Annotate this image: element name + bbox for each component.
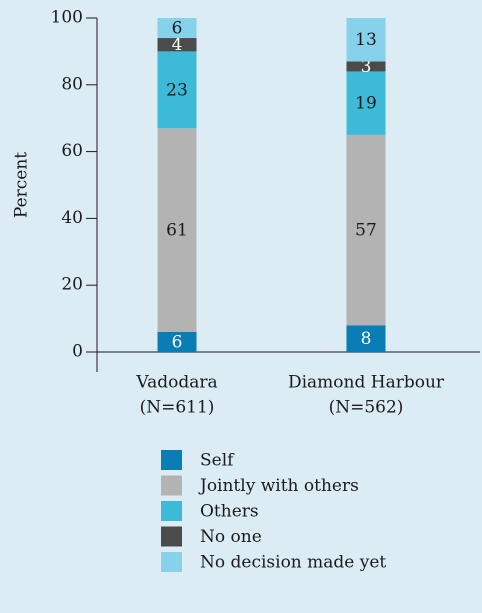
legend-label: No decision made yet <box>200 553 386 573</box>
bar-segment <box>346 71 386 135</box>
bar-segment <box>346 61 386 72</box>
x-tick-label: (N=562) <box>329 398 404 418</box>
legend-swatch <box>161 501 182 521</box>
legend-label: Self <box>200 451 235 471</box>
y-tick-label: 0 <box>72 342 83 362</box>
data-label: 61 <box>166 221 188 241</box>
legend-swatch <box>161 475 182 496</box>
data-label: 6 <box>172 332 183 352</box>
legend-label: Others <box>200 502 259 522</box>
data-label: 23 <box>166 80 188 100</box>
x-tick-label: (N=611) <box>140 398 215 418</box>
x-tick-label: Diamond Harbour <box>288 373 445 393</box>
bar-segment <box>346 325 386 352</box>
data-label: 13 <box>355 30 377 50</box>
y-tick-label: 100 <box>51 8 83 28</box>
y-tick-label: 80 <box>61 74 83 94</box>
legend-swatch <box>161 450 182 470</box>
data-label: 57 <box>355 221 377 241</box>
bar-segment <box>346 18 386 62</box>
legend-swatch <box>161 552 182 572</box>
data-label: 19 <box>355 94 377 114</box>
bar-segment <box>346 134 386 326</box>
bar-segment <box>157 38 197 52</box>
bar-segment <box>157 331 197 352</box>
bar-segment <box>157 51 197 129</box>
data-label: 4 <box>172 35 183 55</box>
data-label: 3 <box>361 57 372 77</box>
x-tick-label: Vadodara <box>135 373 217 393</box>
legend-label: Jointly with others <box>198 476 359 496</box>
y-axis-label: Percent <box>12 152 32 218</box>
bar-segment <box>157 128 197 332</box>
bar-segment <box>157 18 197 39</box>
data-label: 6 <box>172 19 183 39</box>
legend-swatch <box>161 526 182 547</box>
y-tick-label: 20 <box>61 275 83 295</box>
y-tick-label: 40 <box>61 208 83 228</box>
y-tick-label: 60 <box>61 141 83 161</box>
data-label: 8 <box>361 329 372 349</box>
legend-label: No one <box>200 527 262 547</box>
